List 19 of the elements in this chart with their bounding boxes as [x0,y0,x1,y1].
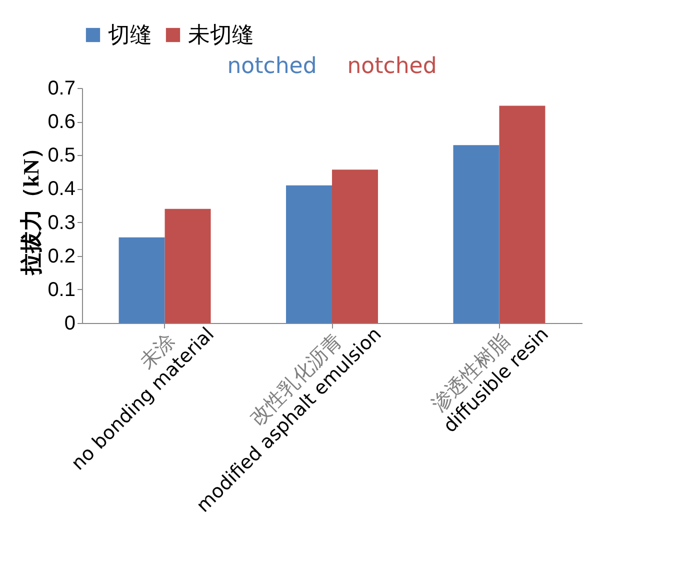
bar [453,145,500,323]
bar [286,185,332,323]
y-tick-label: 0.1 [48,278,76,301]
y-axis-title: 拉拔力（kN） [18,136,44,276]
y-tick-label: 0.7 [48,78,76,100]
bar [499,106,546,323]
y-tick-label: 0.6 [48,111,76,134]
text: notched [227,54,317,79]
y-tick-label: 0 [64,312,76,334]
y-tick-label: 0.3 [48,212,76,234]
legend-label: 未切缝 [188,23,254,48]
bar [332,170,378,323]
bar [164,208,211,323]
y-tick-label: 0.2 [48,245,76,268]
y-tick-label: 0.4 [48,178,76,200]
text: notched [347,54,437,79]
bar [118,237,165,323]
y-tick-label: 0.5 [48,144,76,167]
legend-label: 切缝 [108,23,152,48]
